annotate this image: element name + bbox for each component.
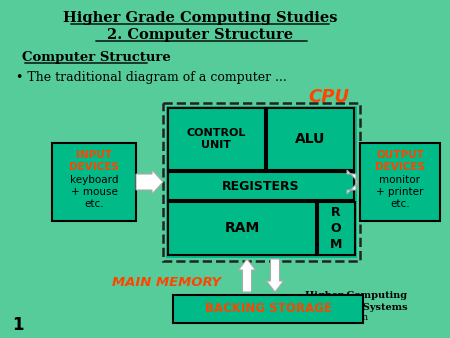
Bar [168,108,265,170]
Text: RAM: RAM [225,221,260,235]
Bar [168,202,316,255]
FancyArrow shape [136,170,163,194]
Text: BACKING STORAGE: BACKING STORAGE [205,303,332,315]
Text: Higher Grade Computing Studies: Higher Grade Computing Studies [63,11,337,25]
Text: 2. Computer Structure: 2. Computer Structure [107,28,293,42]
Text: INPUT
DEVICES: INPUT DEVICES [69,150,119,172]
Text: CONTROL
UNIT: CONTROL UNIT [186,128,246,150]
Text: monitor
+ printer
etc.: monitor + printer etc. [376,175,424,210]
Text: Computer Systems: Computer Systems [305,303,408,312]
FancyArrow shape [238,259,256,292]
Text: REGISTERS: REGISTERS [222,179,300,193]
Bar [168,172,354,200]
Text: keyboard
+ mouse
etc.: keyboard + mouse etc. [70,175,118,210]
Bar [360,143,440,221]
Text: MAIN MEMORY: MAIN MEMORY [112,276,221,290]
Bar [166,106,357,258]
Bar [267,108,354,170]
Bar [173,295,363,323]
Bar [163,103,360,261]
Text: • The traditional diagram of a computer ...: • The traditional diagram of a computer … [16,72,287,84]
Text: CPU: CPU [308,88,349,106]
Bar [318,202,355,255]
Text: R
O
M: R O M [330,206,342,250]
Text: Higher Computing: Higher Computing [305,291,407,300]
Text: OUTPUT
DEVICES: OUTPUT DEVICES [375,150,425,172]
FancyArrow shape [347,170,358,194]
FancyArrow shape [266,259,284,292]
Text: S. McCrossan: S. McCrossan [305,314,368,322]
Text: Computer Structure: Computer Structure [22,51,171,65]
Text: 1: 1 [12,316,23,334]
Bar [52,143,136,221]
Text: ALU: ALU [295,132,325,146]
